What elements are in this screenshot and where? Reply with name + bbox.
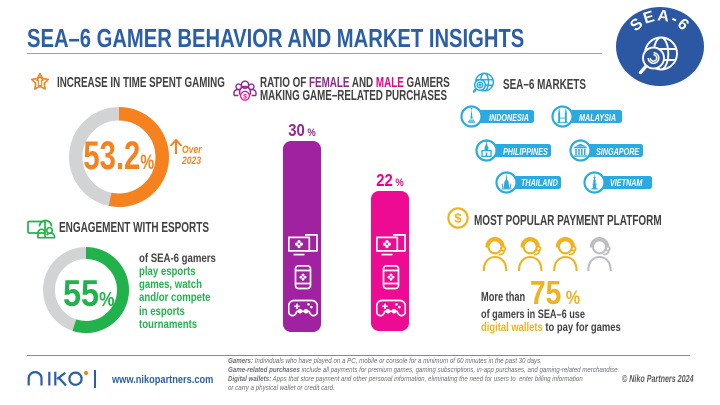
svg-text:$: $ — [454, 210, 462, 225]
svg-text:$: $ — [243, 93, 247, 100]
